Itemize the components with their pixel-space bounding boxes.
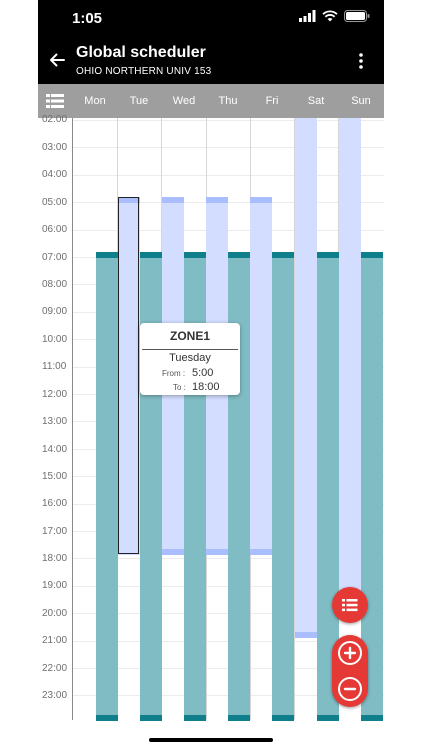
wifi-icon [322,9,338,27]
zone-block-sat[interactable] [295,118,317,638]
zone-block-sun[interactable] [339,118,361,618]
hour-label: 12:00 [42,389,68,400]
hour-line [72,147,384,148]
hour-line [72,120,384,121]
tooltip-from-value: 5:00 [192,367,214,379]
zone-block-tue[interactable] [118,197,140,555]
hour-label: 04:00 [42,169,68,180]
hour-label: 15:00 [42,471,68,482]
tooltip-to-value: 18:00 [192,381,220,393]
hour-label: 20:00 [42,608,68,619]
page-subtitle: OHIO NORTHERN UNIV 153 [76,66,212,77]
page-title: Global scheduler [76,44,206,61]
selected-zone-outline[interactable] [118,197,139,554]
day-sat[interactable]: Sat [307,95,325,107]
more-vertical-icon[interactable] [352,52,370,70]
day-separator [294,118,295,720]
occupied-block-fri[interactable] [272,252,294,721]
schedule-grid: 02:00 03:00 04:00 05:00 06:00 07:00 08:0… [38,114,384,721]
hour-label: 10:00 [42,334,68,345]
day-mon[interactable]: Mon [84,95,106,107]
hour-label: 22:00 [42,663,68,674]
hour-label: 05:00 [42,197,68,208]
hour-label: 11:00 [42,361,67,372]
home-indicator [149,738,273,742]
hour-label: 06:00 [42,224,68,235]
battery-icon [344,9,370,27]
hour-label: 02:00 [42,114,68,125]
hour-label: 17:00 [42,526,68,537]
hour-label: 09:00 [42,306,68,317]
plus-icon [340,646,360,667]
list-icon[interactable] [46,93,64,109]
tooltip-from-label: From : [162,369,186,378]
day-fri[interactable]: Fri [265,95,279,107]
tooltip-zone-name: ZONE1 [169,329,210,343]
day-tue[interactable]: Tue [129,95,149,107]
list-icon [332,599,368,627]
tooltip-to-label: To : [173,383,186,392]
minus-icon [340,686,360,703]
hour-label: 23:00 [42,690,68,701]
day-thu[interactable]: Thu [218,95,238,107]
occupied-block-mon[interactable] [96,252,118,721]
hour-label: 19:00 [42,580,68,591]
tooltip-divider [142,349,238,350]
hour-label: 21:00 [42,635,68,646]
hour-line [72,230,384,231]
day-sun[interactable]: Sun [351,95,371,107]
status-time: 1:05 [72,10,103,27]
hour-label: 07:00 [42,252,68,263]
signal-icon [299,9,316,27]
status-icons [299,9,370,27]
hour-line [72,202,384,203]
hour-label: 14:00 [42,444,68,455]
hour-label: 03:00 [42,142,68,153]
day-wed[interactable]: Wed [172,95,196,107]
zone-tooltip: ZONE1 Tuesday From : 5:00 To : 18:00 [140,323,240,395]
zoom-out-button[interactable] [338,677,362,701]
hour-line [72,175,384,176]
zone-block-fri[interactable] [250,197,272,555]
hour-label: 18:00 [42,553,68,564]
hour-label: 08:00 [42,279,68,290]
zoom-controls [332,635,368,707]
app-bar: Global scheduler OHIO NORTHERN UNIV 153 [38,38,384,84]
day-header: Mon Tue Wed Thu Fri Sat Sun [38,84,384,118]
phone-screen: 1:05 Global scheduler OHIO NORTHERN UNIV… [38,0,384,750]
hour-label: 16:00 [42,498,68,509]
list-fab-button[interactable] [332,587,368,623]
time-axis [72,118,73,720]
status-bar: 1:05 [38,0,384,38]
hour-label: 13:00 [42,416,68,427]
tooltip-day: Tuesday [169,352,211,364]
arrow-left-icon[interactable] [48,51,66,69]
zoom-in-button[interactable] [338,641,362,665]
